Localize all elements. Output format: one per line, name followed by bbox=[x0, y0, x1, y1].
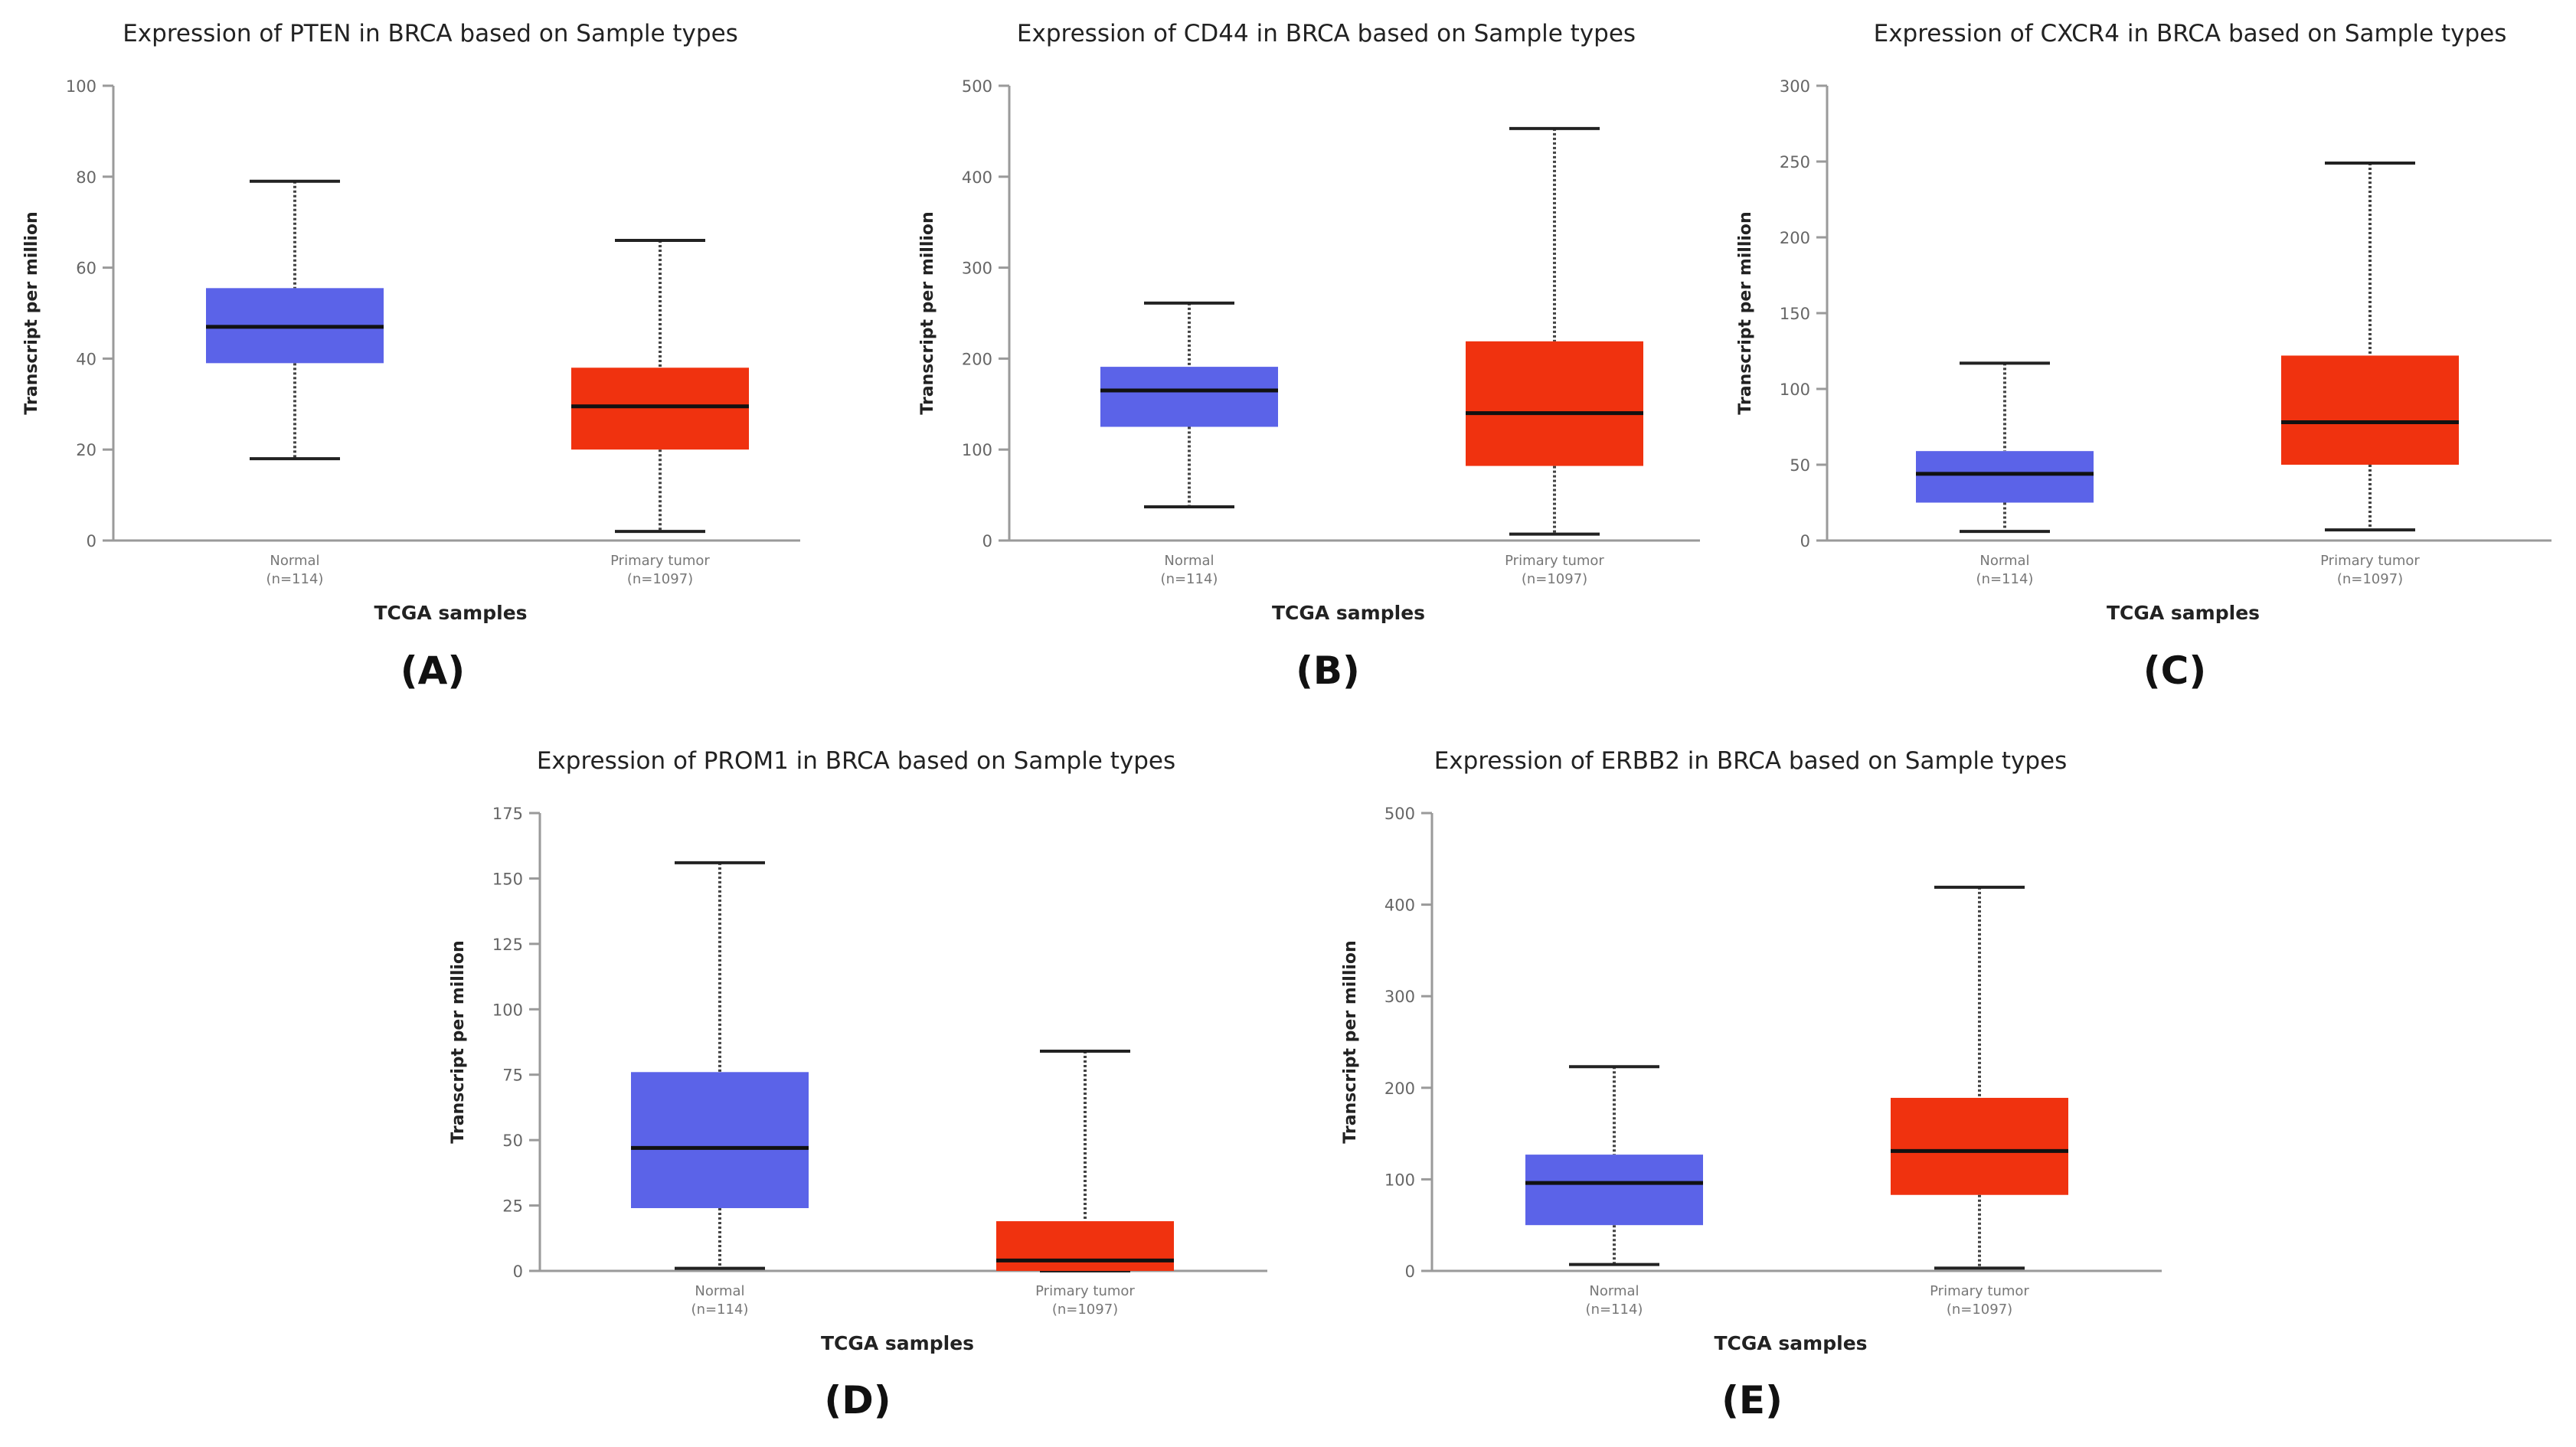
y-tick-label: 300 bbox=[1384, 988, 1415, 1006]
y-tick-label: 0 bbox=[87, 532, 96, 550]
y-tick-label: 60 bbox=[76, 260, 96, 278]
x-category-count: (n=1097) bbox=[1947, 1302, 2012, 1318]
x-category-count: (n=114) bbox=[1586, 1302, 1643, 1318]
y-tick-label: 200 bbox=[1780, 229, 1810, 247]
box-primary-tumor bbox=[571, 367, 749, 450]
y-tick-label: 200 bbox=[962, 350, 992, 368]
y-tick-label: 300 bbox=[962, 260, 992, 278]
x-category-count: (n=114) bbox=[1161, 571, 1218, 587]
y-tick-label: 400 bbox=[1384, 897, 1415, 915]
panel-label: (C) bbox=[2143, 648, 2206, 693]
chart-panel-b: Expression of CD44 in BRCA based on Samp… bbox=[918, 20, 1700, 693]
box-normal bbox=[1916, 451, 2094, 503]
box-normal bbox=[631, 1072, 809, 1208]
x-axis-label: TCGA samples bbox=[1272, 602, 1425, 624]
y-tick-label: 40 bbox=[76, 350, 96, 368]
x-category-count: (n=1097) bbox=[1522, 571, 1587, 587]
x-category-label: Normal bbox=[270, 553, 319, 569]
y-axis-label: Transcript per million bbox=[918, 211, 937, 414]
x-category-label: Primary tumor bbox=[1035, 1283, 1135, 1299]
x-category-count: (n=1097) bbox=[1052, 1302, 1118, 1318]
x-category-label: Primary tumor bbox=[1930, 1283, 2029, 1299]
panel-label: (E) bbox=[1721, 1378, 1783, 1423]
y-tick-label: 50 bbox=[502, 1132, 523, 1150]
chart-panel-c: Expression of CXCR4 in BRCA based on Sam… bbox=[1736, 20, 2551, 693]
chart-panel-a: Expression of PTEN in BRCA based on Samp… bbox=[22, 20, 800, 693]
y-tick-label: 0 bbox=[513, 1262, 523, 1281]
y-tick-label: 25 bbox=[502, 1197, 523, 1216]
y-tick-label: 200 bbox=[1384, 1080, 1415, 1098]
x-category-label: Primary tumor bbox=[610, 553, 710, 569]
y-tick-label: 100 bbox=[492, 1001, 523, 1019]
y-axis-label: Transcript per million bbox=[1736, 211, 1755, 414]
y-tick-label: 75 bbox=[502, 1066, 523, 1085]
chart-title: Expression of CXCR4 in BRCA based on Sam… bbox=[1874, 20, 2507, 47]
chart-panel-d: Expression of PROM1 in BRCA based on Sam… bbox=[449, 747, 1267, 1423]
y-tick-label: 300 bbox=[1780, 77, 1810, 96]
y-tick-label: 500 bbox=[962, 77, 992, 96]
x-category-label: Primary tumor bbox=[1505, 553, 1604, 569]
y-tick-label: 125 bbox=[492, 936, 523, 954]
box-primary-tumor bbox=[2281, 355, 2459, 465]
y-axis-label: Transcript per million bbox=[449, 940, 468, 1143]
panel-label: (B) bbox=[1296, 648, 1360, 693]
y-tick-label: 500 bbox=[1384, 805, 1415, 823]
x-category-label: Primary tumor bbox=[2320, 553, 2420, 569]
panel-label: (A) bbox=[400, 648, 465, 693]
box-normal bbox=[1100, 367, 1278, 427]
chart-title: Expression of PTEN in BRCA based on Samp… bbox=[123, 20, 738, 47]
box-normal bbox=[1525, 1155, 1703, 1226]
chart-title: Expression of PROM1 in BRCA based on Sam… bbox=[537, 747, 1175, 775]
y-tick-label: 400 bbox=[962, 168, 992, 187]
x-category-count: (n=114) bbox=[691, 1302, 749, 1318]
y-axis-label: Transcript per million bbox=[1341, 940, 1360, 1143]
chart-title: Expression of ERBB2 in BRCA based on Sam… bbox=[1434, 747, 2068, 775]
x-axis-label: TCGA samples bbox=[2107, 602, 2260, 624]
y-axis-label: Transcript per million bbox=[22, 211, 41, 414]
x-category-label: Normal bbox=[1164, 553, 1214, 569]
y-tick-label: 50 bbox=[1790, 456, 1810, 475]
y-tick-label: 0 bbox=[1405, 1262, 1415, 1281]
x-category-label: Normal bbox=[695, 1283, 744, 1299]
x-category-count: (n=1097) bbox=[2337, 571, 2403, 587]
y-tick-label: 250 bbox=[1780, 153, 1810, 171]
x-category-label: Normal bbox=[1979, 553, 2029, 569]
x-category-count: (n=114) bbox=[266, 571, 324, 587]
panel-label: (D) bbox=[824, 1378, 891, 1423]
chart-title: Expression of CD44 in BRCA based on Samp… bbox=[1017, 20, 1636, 47]
box-primary-tumor bbox=[1891, 1097, 2068, 1195]
x-axis-label: TCGA samples bbox=[1714, 1332, 1867, 1354]
y-tick-label: 0 bbox=[1800, 532, 1810, 550]
box-primary-tumor bbox=[1466, 341, 1643, 466]
y-tick-label: 175 bbox=[492, 805, 523, 823]
x-axis-label: TCGA samples bbox=[374, 602, 527, 624]
y-tick-label: 100 bbox=[1780, 381, 1810, 399]
y-tick-label: 0 bbox=[982, 532, 992, 550]
y-tick-label: 150 bbox=[1780, 305, 1810, 323]
y-tick-label: 80 bbox=[76, 168, 96, 187]
y-tick-label: 100 bbox=[1384, 1171, 1415, 1189]
box-primary-tumor bbox=[996, 1221, 1174, 1271]
chart-panel-e: Expression of ERBB2 in BRCA based on Sam… bbox=[1341, 747, 2162, 1423]
y-tick-label: 20 bbox=[76, 441, 96, 459]
y-tick-label: 100 bbox=[66, 77, 96, 96]
y-tick-label: 100 bbox=[962, 441, 992, 459]
x-category-label: Normal bbox=[1589, 1283, 1639, 1299]
x-category-count: (n=1097) bbox=[627, 571, 693, 587]
x-category-count: (n=114) bbox=[1976, 571, 2034, 587]
x-axis-label: TCGA samples bbox=[821, 1332, 974, 1354]
y-tick-label: 150 bbox=[492, 870, 523, 888]
